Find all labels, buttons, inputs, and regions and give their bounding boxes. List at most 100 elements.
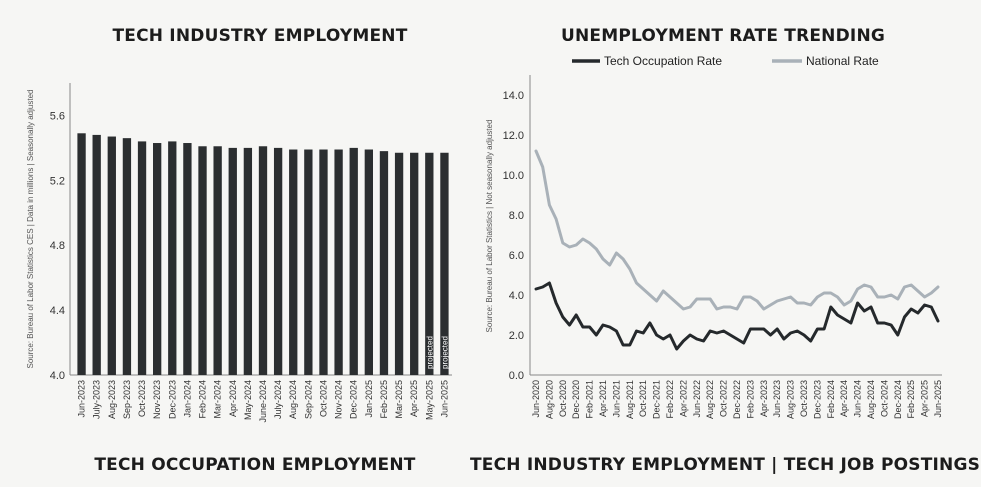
bar-nov-2023	[153, 143, 162, 375]
legend-national-label: National Rate	[806, 54, 879, 68]
line-x-tick-label: Dec-2022	[732, 380, 742, 419]
bar-y-tick-label: 5.6	[50, 110, 65, 122]
tech-occupation-rate-line	[534, 281, 940, 351]
line-x-tick-label: Aug-2023	[786, 380, 796, 419]
bar-x-tick-label: Feb-2025	[379, 380, 389, 419]
bar-x-tick-label: Dec-2023	[167, 380, 177, 419]
line-x-tick-label: Oct-2022	[719, 380, 729, 417]
bar-x-tick-label: Oct-2023	[137, 380, 147, 417]
bar-y-tick-label: 5.2	[50, 175, 65, 187]
line-x-tick-label: Aug-2020	[544, 380, 554, 419]
tech-occupation-employment-title: TECH OCCUPATION EMPLOYMENT	[94, 455, 416, 475]
bar-x-tick-label: Aug-2024	[288, 380, 298, 419]
line-x-tick-label: Jun-2023	[772, 380, 782, 418]
bar-x-tick-label: May-2024	[243, 380, 253, 420]
line-x-tick-label: Apr-2025	[920, 380, 930, 417]
line-y-tick-label: 6.0	[509, 250, 524, 262]
bar-feb-2024	[198, 146, 207, 375]
bar-oct-2023	[137, 141, 147, 375]
line-x-tick-label: Dec-2021	[652, 380, 662, 419]
line-x-tick-label: Oct-2021	[638, 380, 648, 417]
bar-y-tick-label: 4.8	[50, 240, 65, 252]
line-x-tick-label: Jun-2021	[611, 380, 621, 418]
bar-aug-2024	[289, 149, 298, 375]
line-x-tick-label: Jun-2022	[692, 380, 702, 418]
bar-may-2025	[425, 152, 434, 375]
bar-x-tick-label: Mar-2024	[213, 380, 223, 419]
bar-dec-2024	[349, 147, 358, 375]
line-y-tick-label: 0.0	[509, 370, 524, 382]
line-x-tick-label: Oct-2023	[799, 380, 809, 417]
bar-x-tick-label: May-2025	[424, 380, 434, 420]
line-y-tick-label: 2.0	[509, 330, 524, 342]
bar-apr-2025	[410, 152, 419, 375]
projected-annotation: projected	[440, 336, 449, 369]
bar-mar-2025	[394, 152, 404, 375]
bar-mar-2024	[213, 146, 222, 375]
bar-y-tick-label: 4.0	[50, 370, 65, 382]
bar-oct-2024	[319, 149, 328, 375]
line-x-tick-label: Apr-2022	[678, 380, 688, 417]
bar-june-2024	[258, 146, 268, 375]
line-x-tick-label: Apr-2024	[839, 380, 849, 417]
line-x-tick-label: Jun-2020	[531, 380, 541, 418]
bar-x-tick-label: Dec-2024	[349, 380, 359, 419]
bar-chart-source-label: Source: Bureau of Labor Statistics CES |…	[26, 90, 35, 369]
bar-july-2024	[273, 147, 283, 375]
line-x-tick-label: Aug-2022	[705, 380, 715, 419]
line-x-tick-label: Feb-2023	[745, 380, 755, 419]
tech-job-postings-title: TECH INDUSTRY EMPLOYMENT | TECH JOB POST…	[470, 455, 981, 475]
line-x-tick-label: Dec-2023	[812, 380, 822, 419]
line-x-tick-label: Aug-2024	[866, 380, 876, 419]
line-chart-source-label: Source: Bureau of Labor Statistics | Not…	[485, 120, 494, 333]
bar-y-tick-label: 4.4	[50, 305, 65, 317]
line-x-tick-label: Jun-2025	[933, 380, 943, 418]
line-x-tick-label: Oct-2020	[558, 380, 568, 417]
bar-sep-2023	[122, 138, 132, 375]
line-x-tick-label: Feb-2024	[826, 380, 836, 419]
line-y-tick-label: 10.0	[503, 170, 524, 182]
bar-x-tick-label: Apr-2024	[228, 380, 238, 417]
bar-x-tick-label: Jan-2025	[364, 380, 374, 418]
bar-feb-2025	[379, 151, 389, 375]
bar-x-tick-label: Nov-2024	[334, 380, 344, 419]
line-x-tick-label: Jun-2024	[853, 380, 863, 418]
bar-x-tick-label: July-2023	[92, 380, 102, 419]
bar-x-tick-label: Jun-2023	[77, 380, 87, 418]
line-y-tick-label: 14.0	[503, 90, 524, 102]
line-x-tick-label: Oct-2024	[879, 380, 889, 417]
bar-aug-2023	[107, 136, 116, 375]
bar-apr-2024	[228, 147, 237, 375]
line-x-tick-label: Apr-2021	[598, 380, 608, 417]
tech-industry-employment-title: TECH INDUSTRY EMPLOYMENT	[112, 26, 408, 46]
line-y-tick-label: 12.0	[503, 130, 524, 142]
bar-jun-2023	[77, 133, 86, 375]
bar-jan-2025	[364, 149, 373, 375]
bar-x-tick-label: Apr-2025	[409, 380, 419, 417]
line-x-tick-label: Feb-2021	[585, 380, 595, 419]
bar-x-tick-label: Mar-2025	[394, 380, 404, 419]
bar-x-tick-label: Jan-2024	[182, 380, 192, 418]
projected-annotation: projected	[425, 336, 434, 369]
bar-dec-2023	[168, 141, 177, 375]
bar-nov-2024	[334, 149, 343, 375]
bar-july-2023	[92, 134, 101, 375]
line-x-tick-label: Apr-2023	[759, 380, 769, 417]
line-y-tick-label: 4.0	[509, 290, 524, 302]
line-x-tick-label: Dec-2020	[571, 380, 581, 419]
bar-x-tick-label: Nov-2023	[152, 380, 162, 419]
bar-x-tick-label: July-2024	[273, 380, 283, 419]
line-x-tick-label: Feb-2025	[906, 380, 916, 419]
bar-may-2024	[243, 147, 253, 375]
bar-jun-2025	[440, 152, 449, 375]
bar-x-tick-label: Aug-2023	[107, 380, 117, 419]
bar-jan-2024	[183, 143, 192, 375]
bar-x-tick-label: Oct-2024	[318, 380, 328, 417]
bar-x-tick-label: Sep-2024	[303, 380, 313, 419]
line-x-tick-label: Dec-2024	[893, 380, 903, 419]
line-x-tick-label: Aug-2021	[625, 380, 635, 419]
bar-x-tick-label: Feb-2024	[198, 380, 208, 419]
unemployment-rate-title: UNEMPLOYMENT RATE TRENDING	[560, 26, 886, 46]
national-rate-line	[534, 149, 940, 311]
